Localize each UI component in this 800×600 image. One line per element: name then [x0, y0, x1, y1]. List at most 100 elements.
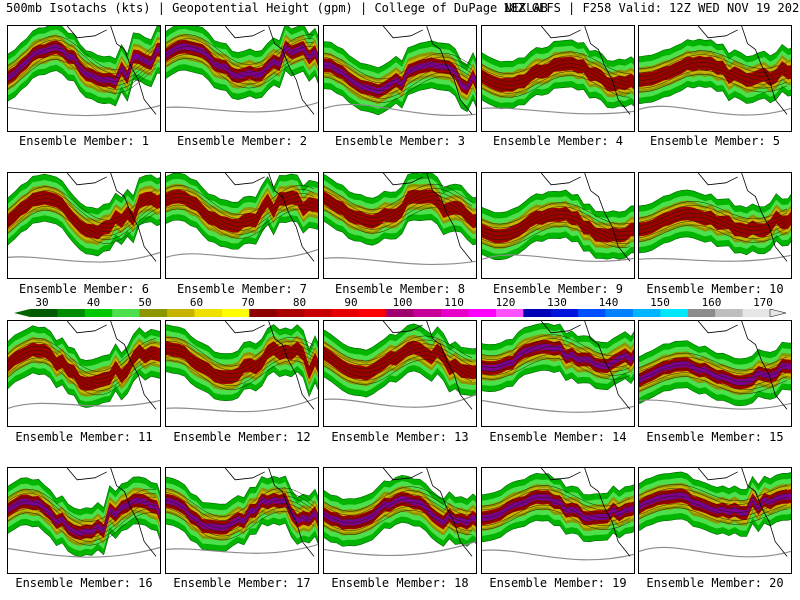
height-contour: [324, 502, 473, 528]
height-contour: [482, 206, 631, 229]
colorbar-tick-label: 60: [189, 296, 204, 309]
member-map-3: [323, 25, 477, 132]
height-contour: [324, 52, 473, 80]
height-contour: [324, 335, 473, 362]
height-contour: [639, 54, 788, 73]
height-contour: [166, 499, 315, 529]
height-contour: [324, 76, 473, 103]
height-contour: [639, 201, 788, 220]
member-caption: Ensemble Member: 9: [492, 282, 624, 296]
colorbar-swatch: [687, 309, 716, 317]
height-contour: [324, 339, 473, 366]
member-caption: Ensemble Member: 20: [646, 576, 784, 590]
colorbar-swatch: [30, 309, 58, 317]
colorbar-tick-label: 120: [495, 296, 516, 309]
member-caption: Ensemble Member: 15: [646, 430, 784, 444]
height-contour: [166, 189, 315, 219]
height-contour: [639, 499, 788, 517]
height-contour: [8, 47, 157, 82]
coastline: [382, 26, 473, 115]
geopotential-contour: [8, 104, 160, 117]
height-contour: [324, 355, 473, 381]
height-contour: [166, 336, 315, 367]
height-contour: [482, 218, 631, 241]
height-contour: [639, 483, 788, 502]
colorbar-tick-label: 90: [344, 296, 358, 309]
height-contour: [639, 352, 788, 371]
height-contour: [639, 58, 788, 77]
height-contour: [8, 504, 157, 538]
height-contour: [8, 190, 157, 225]
height-contour: [639, 376, 788, 394]
height-contour: [166, 46, 315, 77]
height-contour: [639, 224, 788, 243]
height-contour: [482, 202, 631, 225]
height-contour: [166, 42, 315, 73]
height-contour: [324, 506, 473, 532]
height-contour: [8, 492, 157, 526]
height-contour: [482, 67, 631, 90]
height-contour: [639, 356, 788, 375]
colorbar-swatch: [249, 309, 278, 317]
colorbar-swatch: [304, 309, 332, 317]
height-contour: [482, 504, 631, 526]
coastline: [382, 468, 473, 557]
member-caption: Ensemble Member: 5: [649, 134, 781, 148]
colorbar-swatch: [386, 309, 415, 317]
colorbar-tick-label: 170: [753, 296, 773, 309]
height-contour: [324, 195, 473, 222]
height-contour: [482, 338, 631, 360]
height-contour: [639, 364, 788, 383]
member-caption: Ensemble Member: 12: [173, 430, 311, 444]
height-contour: [166, 348, 315, 379]
height-contour: [8, 39, 157, 75]
height-contour: [166, 360, 315, 391]
height-contour: [8, 341, 157, 376]
geopotential-contour: [482, 549, 634, 561]
height-contour: [166, 204, 315, 235]
isotach-band: [639, 206, 791, 239]
height-contour: [482, 334, 631, 356]
geopotential-contour: [166, 248, 318, 260]
geopotential-contour: [482, 107, 634, 115]
height-contour: [166, 57, 315, 89]
height-contour: [482, 51, 631, 75]
colorbar-tick-label: 30: [35, 296, 49, 309]
isotach-band: [8, 190, 160, 240]
height-contour: [324, 510, 473, 536]
height-contour: [8, 55, 157, 90]
coastline: [382, 321, 473, 410]
member-caption: Ensemble Member: 6: [18, 282, 150, 296]
member-map-8: [323, 172, 477, 279]
geopotential-contour: [639, 105, 791, 116]
height-contour: [639, 491, 788, 509]
height-contour: [324, 191, 473, 218]
height-contour: [8, 361, 157, 396]
member-map-5: [638, 25, 792, 132]
colorbar-tick-label: 150: [650, 296, 670, 309]
height-contour: [166, 503, 315, 533]
member-map-19: [481, 467, 635, 574]
height-contour: [8, 500, 157, 534]
isotach-band: [324, 495, 476, 526]
member-map-10: [638, 172, 792, 279]
height-contour: [324, 347, 473, 373]
height-contour: [482, 75, 631, 98]
colorbar-tick-label: 130: [547, 296, 567, 309]
coastline: [224, 468, 315, 557]
height-contour: [166, 34, 315, 65]
coastline: [382, 173, 473, 262]
height-contour: [639, 208, 788, 227]
height-contour: [482, 71, 631, 94]
height-contour: [8, 202, 157, 237]
colorbar-swatch: [112, 309, 141, 317]
member-caption: Ensemble Member: 2: [176, 134, 308, 148]
member-map-7: [165, 172, 319, 279]
height-contour: [639, 205, 788, 223]
geopotential-contour: [8, 251, 160, 263]
member-map-16: [7, 467, 161, 574]
height-contour: [639, 50, 788, 69]
colorbar-swatch: [632, 309, 661, 317]
height-contour: [8, 43, 157, 78]
geopotential-contour: [324, 257, 476, 266]
